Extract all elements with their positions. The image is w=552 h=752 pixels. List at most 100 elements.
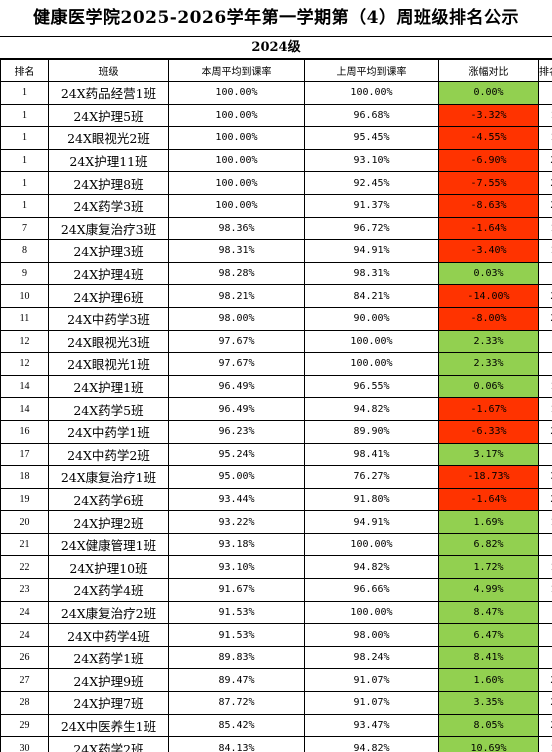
class-cell: 24X健康管理1班 — [48, 532, 169, 557]
current-rate-cell: 100.00% — [168, 103, 305, 128]
current-rate-cell: 97.67% — [168, 329, 305, 354]
class-cell: 24X药品经营1班 — [48, 81, 169, 105]
class-cell: 24X眼视光2班 — [48, 126, 169, 150]
current-rate-cell: 98.28% — [168, 261, 305, 286]
rank-compare-cell: 22 — [538, 171, 552, 195]
change-cell: -18.73% — [438, 465, 539, 489]
current-rate-cell: 89.47% — [168, 668, 305, 693]
rank-compare-cell: 23 — [538, 487, 552, 512]
class-cell: 24X护理6班 — [48, 284, 169, 308]
change-cell: 6.82% — [438, 532, 539, 557]
previous-rate-cell: 94.91% — [304, 239, 439, 263]
rank-compare-cell: 11 — [538, 103, 552, 128]
current-rate-cell: 100.00% — [168, 81, 305, 105]
header-row: 排名 班级 本周平均到课率 上周平均到课率 涨幅对比 排名对比 — [0, 58, 552, 82]
rank-compare-cell: 17 — [538, 736, 552, 752]
change-cell: 4.99% — [438, 578, 539, 602]
rank-compare-cell: 21 — [538, 148, 552, 173]
previous-rate-cell: 91.07% — [304, 668, 439, 693]
rank-cell: 1 — [0, 81, 49, 105]
previous-rate-cell: 98.31% — [304, 261, 439, 286]
previous-rate-cell: 90.00% — [304, 306, 439, 331]
current-rate-cell: 95.00% — [168, 465, 305, 489]
current-rate-cell: 98.00% — [168, 306, 305, 331]
rank-cell: 1 — [0, 171, 49, 195]
rank-compare-cell: 1 — [538, 352, 552, 376]
class-cell: 24X中药学3班 — [48, 306, 169, 331]
change-cell: 1.72% — [438, 555, 539, 580]
rank-compare-cell: 29 — [538, 284, 552, 308]
rank-compare-cell: 1 — [538, 81, 552, 105]
header-class: 班级 — [48, 58, 169, 82]
previous-rate-cell: 96.68% — [304, 103, 439, 128]
previous-rate-cell: 100.00% — [304, 532, 439, 557]
change-cell: -14.00% — [438, 284, 539, 308]
change-cell: -3.32% — [438, 103, 539, 128]
previous-rate-cell: 91.80% — [304, 487, 439, 512]
rank-compare-cell: 9 — [538, 623, 552, 647]
previous-rate-cell: 96.72% — [304, 216, 439, 241]
class-cell: 24X药学2班 — [48, 736, 169, 752]
previous-rate-cell: 100.00% — [304, 600, 439, 625]
previous-rate-cell: 93.10% — [304, 148, 439, 173]
previous-rate-cell: 100.00% — [304, 352, 439, 376]
rank-compare-cell: 1 — [538, 532, 552, 557]
rank-cell: 12 — [0, 352, 49, 376]
previous-rate-cell: 94.91% — [304, 510, 439, 534]
class-cell: 24X护理10班 — [48, 555, 169, 580]
class-cell: 24X中药学1班 — [48, 419, 169, 444]
rank-compare-cell: 17 — [538, 555, 552, 580]
current-rate-cell: 98.36% — [168, 216, 305, 241]
current-rate-cell: 84.13% — [168, 736, 305, 752]
rank-compare-cell: 12 — [538, 578, 552, 602]
previous-rate-cell: 89.90% — [304, 419, 439, 444]
rank-cell: 17 — [0, 442, 49, 467]
table-body: 124X药品经营1班100.00%100.00%0.00%1124X护理5班10… — [0, 81, 552, 752]
change-cell: 3.35% — [438, 691, 539, 715]
rank-compare-cell: 14 — [538, 126, 552, 150]
previous-rate-cell: 94.82% — [304, 736, 439, 752]
current-rate-cell: 96.23% — [168, 419, 305, 444]
current-rate-cell: 96.49% — [168, 374, 305, 399]
current-rate-cell: 98.31% — [168, 239, 305, 263]
rank-cell: 1 — [0, 148, 49, 173]
rank-compare-cell: 7 — [538, 261, 552, 286]
class-cell: 24X药学5班 — [48, 397, 169, 421]
rank-compare-cell: 28 — [538, 419, 552, 444]
rank-cell: 24 — [0, 623, 49, 647]
current-rate-cell: 100.00% — [168, 126, 305, 150]
current-rate-cell: 100.00% — [168, 193, 305, 218]
rank-cell: 14 — [0, 374, 49, 399]
class-cell: 24X护理7班 — [48, 691, 169, 715]
class-cell: 24X康复治疗1班 — [48, 465, 169, 489]
rank-cell: 29 — [0, 713, 49, 738]
current-rate-cell: 96.49% — [168, 397, 305, 421]
current-rate-cell: 91.53% — [168, 623, 305, 647]
class-cell: 24X中医养生1班 — [48, 713, 169, 738]
rank-compare-cell: 1 — [538, 329, 552, 354]
rank-compare-cell: 20 — [538, 713, 552, 738]
rank-cell: 23 — [0, 578, 49, 602]
change-cell: -1.67% — [438, 397, 539, 421]
current-rate-cell: 100.00% — [168, 171, 305, 195]
rank-compare-cell: 8 — [538, 645, 552, 670]
rank-compare-cell: 25 — [538, 691, 552, 715]
rank-cell: 28 — [0, 691, 49, 715]
current-rate-cell: 93.44% — [168, 487, 305, 512]
class-cell: 24X眼视光1班 — [48, 352, 169, 376]
previous-rate-cell: 98.24% — [304, 645, 439, 670]
